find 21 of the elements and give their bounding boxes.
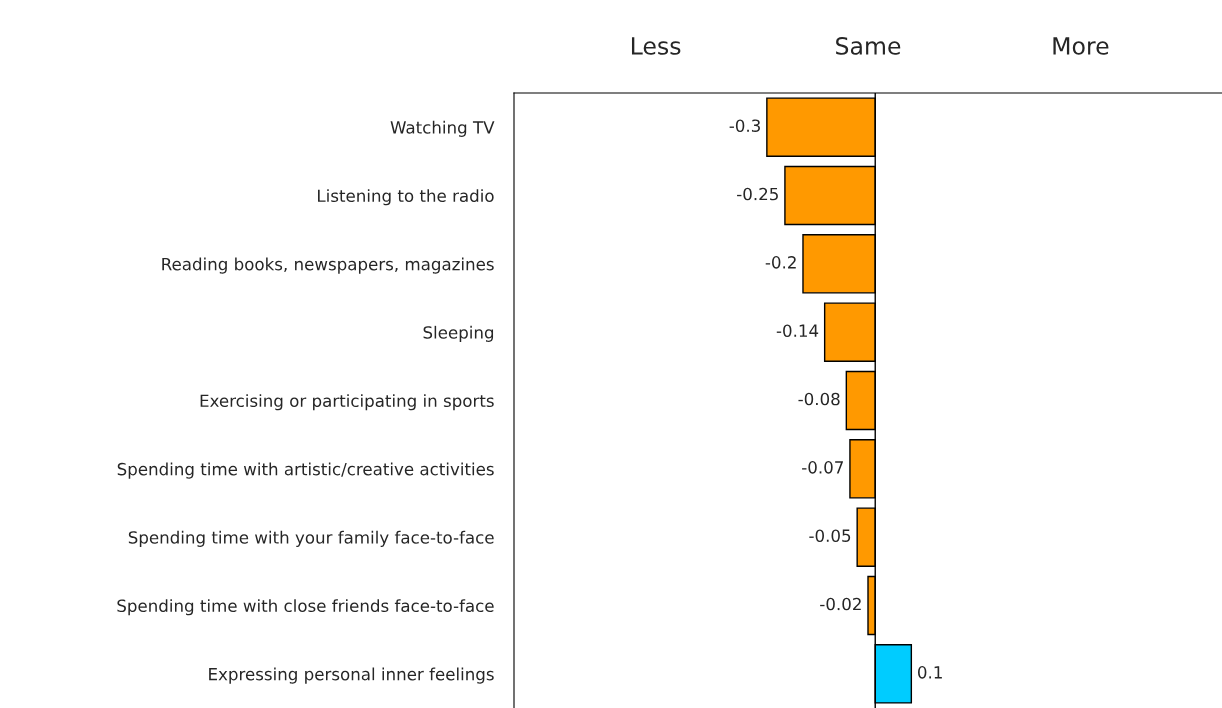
y-tick-label: Spending time with artistic/creative activities	[117, 462, 494, 479]
text: Same	[836, 36, 901, 55]
data-label: -0.3	[729, 119, 760, 132]
y-tick-label: Sleeping	[423, 325, 494, 342]
data-label: -0.02	[820, 597, 861, 611]
data-label: -0.07	[802, 461, 843, 474]
y-tick-label: Exercising or participating in sports	[200, 394, 494, 411]
data-label: -0.05	[809, 529, 851, 542]
y-tick-label: Expressing personal inner feelings	[209, 667, 494, 684]
data-label: 0.1	[918, 666, 942, 679]
y-tick-label: Reading books, newspapers, magazines	[162, 257, 494, 274]
data-label: -0.25	[737, 187, 778, 201]
data-label: -0.08	[798, 392, 840, 406]
data-label: -0.14	[776, 324, 819, 337]
data-label: -0.2	[765, 256, 796, 269]
y-tick-label: Watching TV	[390, 120, 495, 137]
y-tick-label: Spending time with close friends face-to-face	[117, 599, 494, 616]
y-tick-label: Spending time with your family face-to-face	[128, 530, 494, 547]
y-tick-label: Listening to the radio	[318, 189, 494, 206]
text: More	[1053, 37, 1109, 55]
text: Less	[631, 37, 681, 55]
